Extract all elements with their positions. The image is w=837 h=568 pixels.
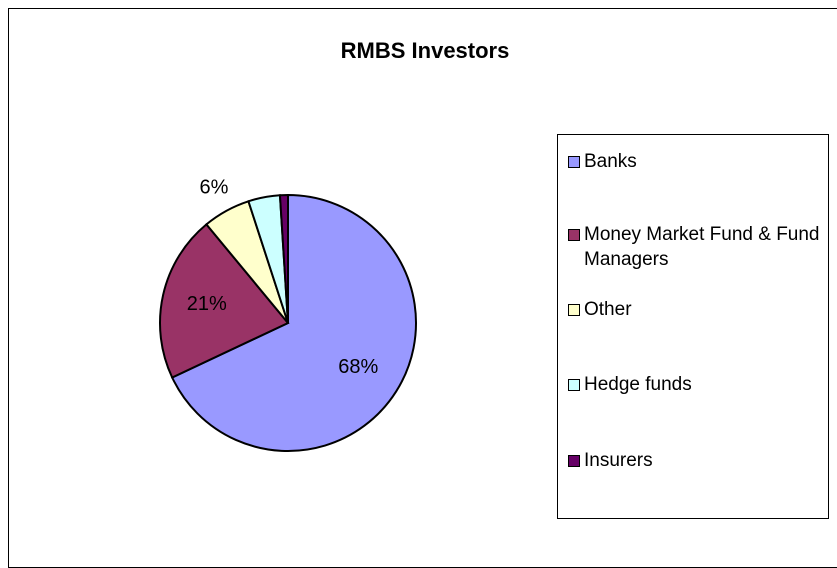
legend-swatch — [568, 455, 580, 467]
legend-item: Money Market Fund & Fund Managers — [568, 222, 828, 272]
legend-item: Banks — [568, 149, 828, 174]
legend-swatch — [568, 379, 580, 391]
legend-label: Hedge funds — [584, 374, 692, 395]
legend-label: Money Market Fund & Fund Managers — [584, 224, 820, 270]
legend-swatch — [568, 156, 580, 168]
chart: RMBS Investors 68% 21% 6% — [159, 38, 510, 452]
legend-label: Insurers — [584, 450, 653, 471]
legend-label: Other — [584, 299, 632, 320]
data-label: 68% — [338, 356, 378, 378]
legend-label: Banks — [584, 151, 637, 172]
legend: Banks Money Market Fund & Fund Managers Ot… — [557, 134, 829, 519]
legend-item: Other — [568, 297, 828, 322]
legend-item: Insurers — [568, 448, 828, 473]
legend-swatch — [568, 229, 580, 241]
chart-title: RMBS Investors — [341, 38, 510, 63]
data-label: 21% — [187, 293, 227, 315]
page: RMBS Investors 68% 21% 6% Banks Money Marke… — [8, 8, 837, 568]
pie-slice — [278, 193, 289, 324]
data-label: 6% — [200, 177, 229, 199]
legend-item: Hedge funds — [568, 372, 828, 397]
pie-slice — [159, 222, 290, 379]
pie-slice — [170, 193, 417, 452]
legend-swatch — [568, 304, 580, 316]
